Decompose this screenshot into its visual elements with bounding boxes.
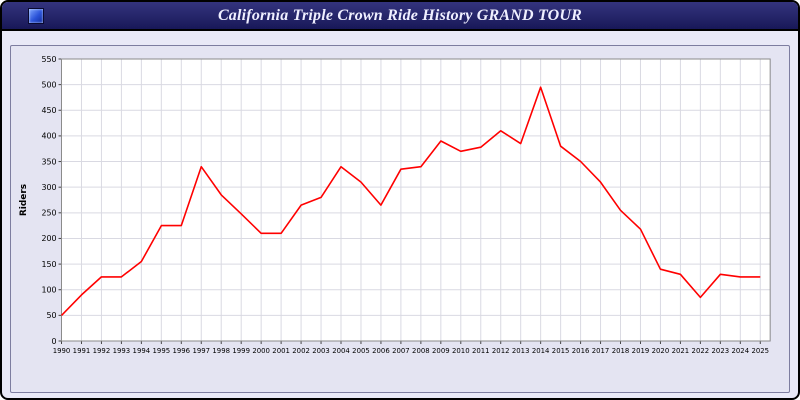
window-icon (28, 8, 44, 24)
svg-text:2011: 2011 (472, 347, 490, 355)
svg-text:2007: 2007 (392, 347, 410, 355)
svg-text:1990: 1990 (53, 347, 71, 355)
chart-panel: 0 50 100 150 200 250 300 350 400 450 500 550 1990 199… (10, 45, 790, 393)
chart-area: 0 50 100 150 200 250 300 350 400 450 500 550 1990 199… (2, 31, 798, 398)
svg-text:200: 200 (41, 234, 56, 243)
svg-text:0: 0 (52, 337, 57, 346)
svg-text:2010: 2010 (452, 347, 470, 355)
svg-text:2002: 2002 (292, 347, 310, 355)
svg-text:2015: 2015 (552, 347, 570, 355)
svg-text:2016: 2016 (572, 347, 590, 355)
svg-text:550: 550 (41, 55, 56, 64)
svg-text:1998: 1998 (212, 347, 230, 355)
svg-text:2001: 2001 (272, 347, 290, 355)
svg-text:2021: 2021 (672, 347, 690, 355)
x-axis-tick-labels: 1990 1991 1992 1993 1994 1995 1996 1997 1998 1999… (53, 347, 769, 355)
svg-text:2003: 2003 (312, 347, 330, 355)
svg-text:2022: 2022 (692, 347, 710, 355)
svg-text:400: 400 (41, 132, 56, 141)
svg-text:2020: 2020 (652, 347, 670, 355)
svg-text:2006: 2006 (372, 347, 390, 355)
svg-text:2025: 2025 (751, 347, 769, 355)
svg-text:150: 150 (41, 260, 56, 269)
svg-text:2004: 2004 (332, 347, 350, 355)
riders-data-line (60, 86, 761, 316)
svg-text:1991: 1991 (73, 347, 91, 355)
svg-text:2013: 2013 (512, 347, 530, 355)
svg-text:1994: 1994 (133, 347, 151, 355)
svg-text:2014: 2014 (532, 347, 550, 355)
svg-text:2024: 2024 (731, 347, 749, 355)
svg-text:2000: 2000 (252, 347, 270, 355)
title-bar: California Triple Crown Ride History GRA… (2, 2, 798, 31)
svg-text:350: 350 (41, 157, 56, 166)
y-axis-label: Riders (19, 184, 29, 216)
svg-text:300: 300 (41, 183, 56, 192)
svg-text:2017: 2017 (592, 347, 610, 355)
svg-text:2019: 2019 (632, 347, 650, 355)
plot-border (61, 58, 771, 342)
svg-text:100: 100 (41, 285, 56, 294)
svg-text:1995: 1995 (153, 347, 171, 355)
svg-text:1992: 1992 (93, 347, 111, 355)
svg-text:250: 250 (41, 209, 56, 218)
svg-text:1993: 1993 (113, 347, 131, 355)
svg-text:1999: 1999 (232, 347, 250, 355)
svg-text:2018: 2018 (612, 347, 630, 355)
svg-text:2009: 2009 (432, 347, 450, 355)
svg-text:50: 50 (47, 311, 57, 320)
svg-text:1996: 1996 (172, 347, 190, 355)
svg-text:2008: 2008 (412, 347, 430, 355)
svg-text:2005: 2005 (352, 347, 370, 355)
svg-text:2023: 2023 (712, 347, 730, 355)
y-axis-tick-labels: 0 50 100 150 200 250 300 350 400 450 500 550 (41, 55, 56, 346)
page-title: California Triple Crown Ride History GRA… (217, 6, 583, 24)
svg-text:2012: 2012 (492, 347, 510, 355)
svg-text:450: 450 (41, 106, 56, 115)
svg-text:500: 500 (41, 80, 56, 89)
svg-text:1997: 1997 (192, 347, 210, 355)
